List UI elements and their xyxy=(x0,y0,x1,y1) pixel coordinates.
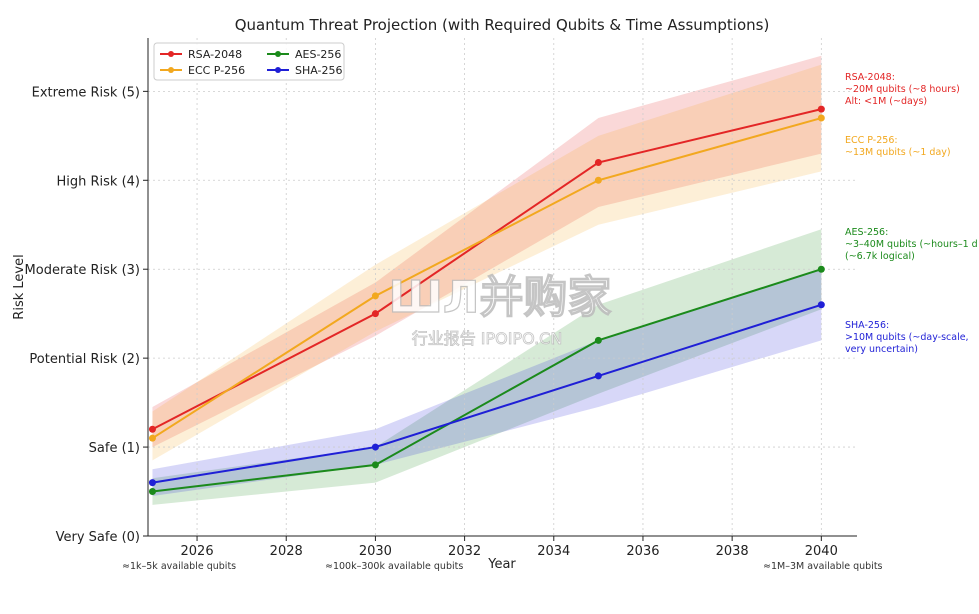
data-point xyxy=(817,265,825,273)
annotation-line: very uncertain) xyxy=(845,344,918,355)
chart-title: Quantum Threat Projection (with Required… xyxy=(235,16,770,34)
data-point xyxy=(594,176,602,184)
legend-box xyxy=(153,42,345,81)
annotation-line: RSA-2048: xyxy=(845,72,895,83)
data-point xyxy=(817,301,825,309)
annotation-line: Alt: <1M (~days) xyxy=(845,96,927,107)
annotation-line: (~6.7k logical) xyxy=(845,251,915,262)
annotation-line: ECC P-256: xyxy=(845,135,898,146)
band-1 xyxy=(152,64,822,461)
annotations: RSA-2048:~20M qubits (~8 hours)Alt: <1M … xyxy=(845,72,978,355)
y-axis-label: Risk Level xyxy=(12,254,27,319)
data-point xyxy=(148,479,156,487)
watermark: ШЛ并购家 行业报告 IPOIPO.CN xyxy=(388,271,612,348)
footnote: ≈100k–300k available qubits xyxy=(325,561,463,572)
data-point xyxy=(817,114,825,122)
series-line-3 xyxy=(152,303,822,484)
legend-marker xyxy=(275,51,281,57)
legend-marker xyxy=(168,51,174,57)
x-tick-label: 2040 xyxy=(805,544,838,559)
annotation-line: ~20M qubits (~8 hours) xyxy=(845,84,960,95)
data-point xyxy=(148,425,156,433)
x-tick-label: 2032 xyxy=(448,544,481,559)
y-tick-label: Very Safe (0) xyxy=(56,530,140,545)
data-point xyxy=(371,292,379,300)
y-tick-label: Safe (1) xyxy=(89,441,140,456)
data-point xyxy=(371,443,379,451)
legend-marker xyxy=(168,67,174,73)
data-point xyxy=(371,461,379,469)
y-tick-label: Potential Risk (2) xyxy=(29,352,140,367)
band-0 xyxy=(152,55,822,448)
x-tick-label: 2036 xyxy=(626,544,659,559)
axis-labels: Quantum Threat Projection (with Required… xyxy=(12,16,769,572)
x-axis-label: Year xyxy=(487,557,516,572)
axes: 2026 2028 2030 2032 2034 2036 2038 2040 Very Saf… xyxy=(25,38,857,559)
y-tick-label: Moderate Risk (3) xyxy=(25,263,140,278)
x-tick-label: 2028 xyxy=(270,544,303,559)
watermark-text: 行业报告 IPOIPO.CN xyxy=(412,329,563,348)
legend-marker xyxy=(275,67,281,73)
series-line-1 xyxy=(151,117,822,440)
band-2 xyxy=(152,229,822,505)
data-point xyxy=(371,310,379,318)
footnotes: ≈1k–5k available qubits ≈100k–300k availa… xyxy=(122,561,883,572)
data-point xyxy=(594,336,602,344)
x-tick-label: 2030 xyxy=(359,544,392,559)
legend-label: AES-256 xyxy=(295,48,341,61)
annotation-line: AES-256: xyxy=(845,227,888,238)
data-point xyxy=(594,159,602,166)
annotation-line: ~3–40M qubits (~hours–1 d xyxy=(845,239,978,250)
band-3 xyxy=(152,269,822,496)
annotation-line: SHA-256: xyxy=(845,320,889,331)
x-tick-label: 2026 xyxy=(181,544,214,559)
annotation-line: >10M qubits (~day-scale, xyxy=(845,332,969,343)
x-tick-label: 2034 xyxy=(537,544,570,559)
confidence-bands xyxy=(152,55,822,505)
y-tick-label: Extreme Risk (5) xyxy=(32,85,140,100)
legend: RSA-2048 AES-256 ECC P-256 SHA-256 xyxy=(153,42,345,81)
annotation-line: ~13M qubits (~1 day) xyxy=(845,147,951,158)
legend-label: RSA-2048 xyxy=(188,48,242,61)
footnote: ≈1M–3M available qubits xyxy=(763,561,883,572)
data-point xyxy=(148,488,156,496)
series-line-2 xyxy=(152,268,822,493)
footnote: ≈1k–5k available qubits xyxy=(122,561,236,572)
legend-label: ECC P-256 xyxy=(188,64,245,77)
data-point xyxy=(817,105,825,113)
x-tick-label: 2038 xyxy=(716,544,749,559)
watermark-logo: ШЛ并购家 xyxy=(389,272,612,323)
data-point xyxy=(148,434,156,442)
series-lines xyxy=(148,105,825,496)
data-point xyxy=(594,372,602,380)
y-tick-label: High Risk (4) xyxy=(56,174,140,189)
legend-label: SHA-256 xyxy=(295,64,343,77)
